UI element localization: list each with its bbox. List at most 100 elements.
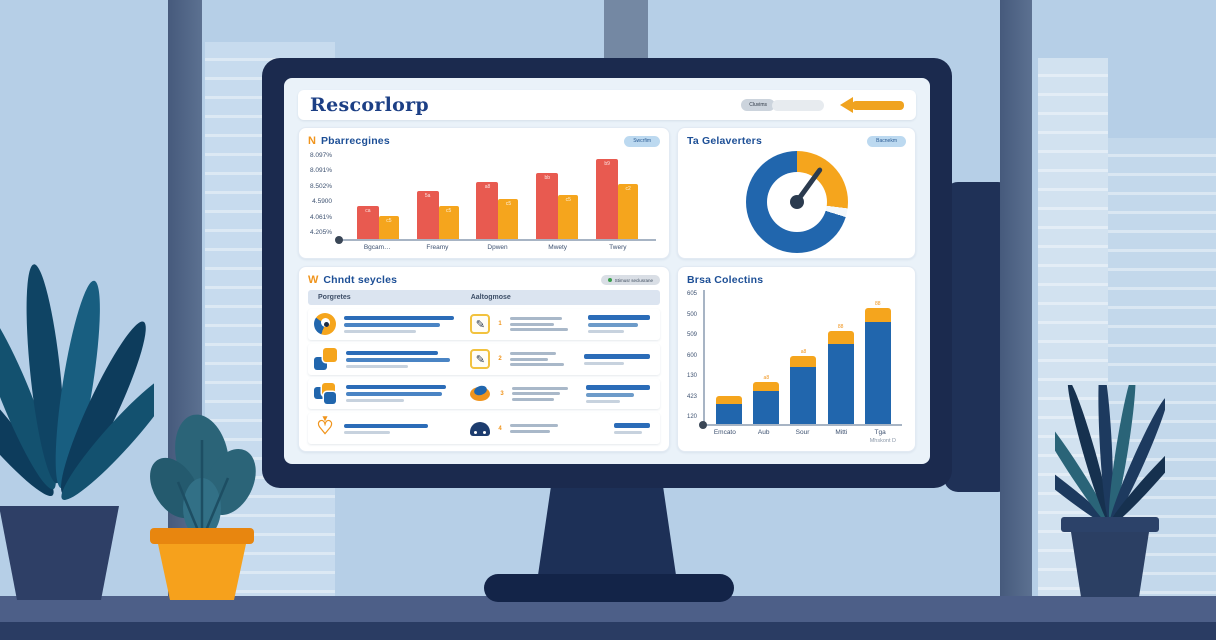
bar-value-label: a8 xyxy=(763,375,770,381)
bar-segment-orange xyxy=(827,331,854,344)
x-tick-label: Mwety xyxy=(548,244,568,251)
plot-area: a8 a8 88 88 xyxy=(699,290,902,429)
bar: c5 xyxy=(558,195,579,239)
potted-plant-middle xyxy=(150,414,256,600)
table-row[interactable]: ✎ 1 xyxy=(308,309,660,340)
panel-title: Brsa Colectins xyxy=(687,274,764,286)
row-number: 3 xyxy=(500,390,504,397)
bar-value-label: a8 xyxy=(484,184,491,190)
bar-value-label: c5 xyxy=(386,218,392,224)
bar: ca xyxy=(356,206,379,239)
stacked-bar: 88 xyxy=(827,324,854,424)
x-tick-label: Tga xyxy=(874,429,886,436)
badge-icon xyxy=(470,421,491,436)
bar: bb xyxy=(536,173,559,239)
y-tick-label: 605 xyxy=(687,291,698,297)
row-number: 1 xyxy=(498,321,502,328)
potted-plant-left xyxy=(0,264,154,600)
stacked-bar: 88 xyxy=(864,301,891,424)
x-tick-label: Mitti xyxy=(835,429,848,436)
x-tick-label: Twery xyxy=(609,244,627,251)
bar: c5 xyxy=(498,199,519,239)
pen-square-icon: ✎ xyxy=(470,314,491,335)
bar-value-label: c5 xyxy=(446,208,452,214)
bar-group: 5a c5 xyxy=(416,191,459,239)
gauge-pivot xyxy=(789,195,804,209)
x-axis-labels: Emcato Aub Sour Mitti Tga xyxy=(703,426,902,436)
table-header-row: Porgretes Aaltogmose xyxy=(308,290,660,305)
app-title: Rescorlorp xyxy=(310,94,430,116)
bar: c5 xyxy=(438,206,459,239)
bar-value-label: ca xyxy=(365,208,371,214)
bar-group: b9 c2 xyxy=(596,159,639,239)
y-tick-label: 8.091% xyxy=(310,167,333,175)
two-squares-icon xyxy=(314,348,338,371)
y-tick-label: 8.097% xyxy=(310,152,333,159)
bar-group: bb c5 xyxy=(536,173,579,239)
table-row[interactable]: ♡ ▾ 4 xyxy=(308,413,660,444)
row-number: 4 xyxy=(498,425,502,432)
y-tick-label: 8.502% xyxy=(310,182,333,190)
panel-title: Pbarrecgines xyxy=(320,135,390,147)
monitor: Rescorlorp Cluvims N Pbarrecgines Swcrfi… xyxy=(262,58,952,488)
bar-value-label: 5a xyxy=(424,193,431,199)
gauge-donut-chart xyxy=(745,151,848,253)
stacked-bar: a8 xyxy=(790,349,817,424)
heart-pin-icon: ♡ ▾ xyxy=(316,412,334,439)
y-tick-label: 4.205% xyxy=(310,228,333,236)
y-tick-label: 120 xyxy=(687,414,698,420)
table-row[interactable]: ✎ 2 xyxy=(308,343,660,375)
panel-stacked-bars: Brsa Colectins 605 500 509 600 130 423 120 a8 a… xyxy=(677,266,916,452)
stacked-bar-chart: 605 500 509 600 130 423 120 a8 a8 88 88 Emcato Aub… xyxy=(687,290,906,444)
bar-value-label: bb xyxy=(544,175,551,181)
table-row[interactable]: 3 xyxy=(308,378,660,410)
bar-value-label: c5 xyxy=(565,197,571,203)
fish-icon xyxy=(470,385,492,403)
header-pill-button[interactable]: Cluvims xyxy=(741,99,775,111)
potted-plant-right xyxy=(1055,385,1165,597)
bar-value-label: c2 xyxy=(625,186,631,192)
bar-segment-blue xyxy=(753,391,780,424)
status-dot-icon xyxy=(607,278,612,282)
bar: 5a xyxy=(416,191,439,239)
y-axis-ticks: 8.097% 8.091% 8.502% 4.5900 4.061% 4.205% xyxy=(308,151,339,251)
bar-group: ca c5 xyxy=(356,206,399,239)
monitor-stand xyxy=(537,486,677,582)
bar-segment-blue xyxy=(790,367,817,424)
bar-value-label: b9 xyxy=(604,161,610,167)
pie-logo-icon xyxy=(314,313,336,336)
bar: c5 xyxy=(378,216,399,239)
pen-square-icon: ✎ xyxy=(470,349,491,370)
bar-value-label: c5 xyxy=(505,201,512,207)
bar-value-label xyxy=(716,389,742,395)
panel-logo-icon: N xyxy=(308,135,316,147)
grouped-bar-chart: 8.097% 8.091% 8.502% 4.5900 4.061% 4.205% ca c… xyxy=(308,151,660,251)
y-tick-label: 600 xyxy=(687,352,698,359)
panel-logo-icon: W xyxy=(308,274,319,286)
column-header: Porgretes xyxy=(318,294,351,301)
stacked-bar: a8 xyxy=(753,375,780,424)
dashboard-screen: Rescorlorp Cluvims N Pbarrecgines Swcrfi… xyxy=(284,78,930,464)
y-tick-label: 500 xyxy=(687,311,698,318)
y-tick-label: 130 xyxy=(687,373,698,379)
column-header: Aaltogmose xyxy=(470,294,511,301)
panel-action-button[interactable]: Swcrfim xyxy=(624,135,660,147)
arrow-left-icon[interactable] xyxy=(840,97,904,113)
x-tick-label: Emcato xyxy=(713,429,736,436)
bar-segment-blue xyxy=(716,404,743,424)
header-progress-track xyxy=(772,99,824,111)
y-tick-label: 423 xyxy=(687,393,698,400)
panel-gauge: Ta Gelaverters Bacnekm xyxy=(677,127,916,259)
y-axis-ticks: 605 500 509 600 130 423 120 xyxy=(687,290,703,444)
y-tick-label: 509 xyxy=(687,332,698,338)
monitor-base xyxy=(484,574,734,602)
bar-group: a8 c5 xyxy=(476,182,519,239)
panel-title: Ta Gelaverters xyxy=(687,135,762,147)
panel-action-button[interactable]: Bacnekm xyxy=(867,135,906,147)
bar: a8 xyxy=(476,182,499,239)
plot-area: ca c5 5a c5 a8 c5 bb c5 b9 c2 xyxy=(335,151,656,244)
panel-title: Chndt seycles xyxy=(323,274,398,286)
bar-segment-orange xyxy=(716,396,743,404)
bar: c2 xyxy=(618,184,639,239)
